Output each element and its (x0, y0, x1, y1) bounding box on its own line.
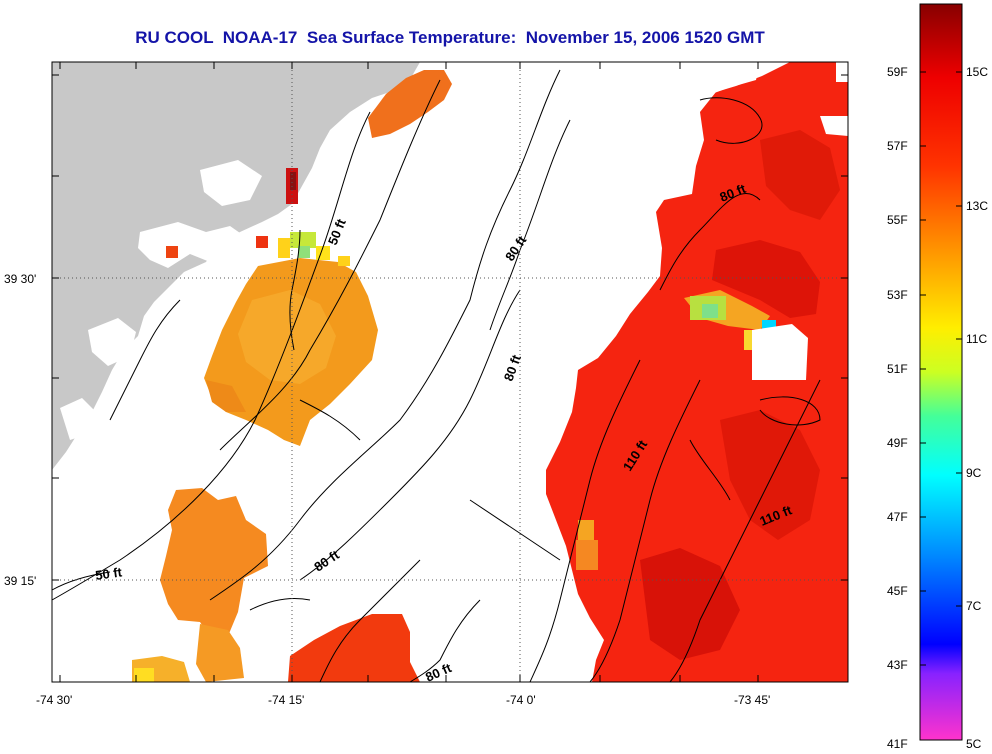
sst-patch-southwest (132, 488, 268, 682)
colorbar-f-label: 47F (887, 510, 908, 524)
sst-patch-coastal (204, 232, 378, 446)
colorbar-f-label: 43F (887, 658, 908, 672)
colorbar-f-label: 41F (887, 737, 908, 751)
sst-map: 50 ft 80 ft 80 ft 80 ft 110 ft 110 ft 50… (4, 61, 849, 707)
contour-label: 50 ft (94, 564, 123, 583)
colorbar-c-label: 5C (966, 737, 982, 751)
bathymetry-contours (51, 69, 821, 683)
colorbar-c-label: 13C (966, 199, 988, 213)
inlet-area (200, 160, 262, 206)
lon-label: -74 15' (268, 693, 304, 707)
lat-label: 39 15' (4, 574, 36, 588)
lon-label: -74 30' (36, 693, 72, 707)
colorbar-f-label: 53F (887, 288, 908, 302)
sst-patch-south (288, 614, 420, 682)
colorbar-ticks (920, 71, 962, 666)
colorbar-c-label: 11C (966, 332, 987, 346)
map-frame (51, 61, 849, 683)
sst-patch-eastern (546, 62, 848, 682)
colorbar-f-label: 55F (887, 213, 908, 227)
colorbar-f-label: 59F (887, 65, 908, 79)
colorbar-f-label: 51F (887, 362, 908, 376)
colorbar-c-label: 9C (966, 466, 982, 480)
land-area (52, 62, 420, 470)
inlet-area (60, 398, 96, 440)
colorbar-f-label: 49F (887, 436, 908, 450)
colorbar-f-label: 45F (887, 584, 908, 598)
colorbar-gradient (919, 3, 963, 741)
inlet-area (88, 318, 136, 366)
colorbar-c-label: 15C (966, 65, 988, 79)
map-grid (52, 62, 848, 682)
lon-label: -73 45' (734, 693, 770, 707)
lat-label: 39 30' (4, 272, 36, 286)
colorbar-f-label: 57F (887, 139, 908, 153)
lon-label: -74 0' (506, 693, 536, 707)
map-ticks (52, 62, 848, 682)
map-title: RU COOL NOAA-17 Sea Surface Temperature:… (135, 28, 765, 47)
colorbar-c-label: 7C (966, 599, 982, 613)
